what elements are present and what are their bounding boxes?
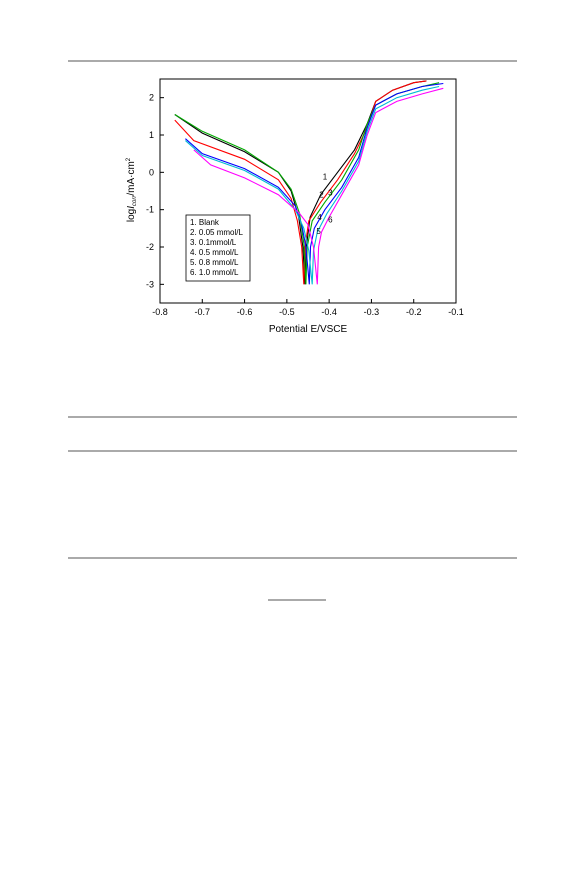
y-label-part: corr [132,195,138,206]
x-tick-label: -0.8 [152,307,168,317]
legend-entry: 1. Blank [190,218,220,227]
y-tick-label: 1 [149,130,154,140]
curve-label: 4 [317,213,322,222]
x-tick-label: -0.6 [237,307,253,317]
x-tick-label: -0.3 [364,307,380,317]
x-tick-label: -0.7 [195,307,211,317]
x-tick-label: -0.2 [406,307,422,317]
y-axis-label: logIcorr/mA·cm2 [126,157,138,222]
series-line [185,82,444,285]
y-label-part: 2 [126,157,132,161]
y-tick-label: -3 [146,279,154,289]
legend-entry: 3. 0.1mmol/L [190,238,237,247]
curve-label: 2 [319,190,324,199]
legend-entry: 2. 0.05 mmol/L [190,228,243,237]
y-label-part: log [126,209,137,222]
series-line [185,85,440,285]
y-label-part: /mA·cm [126,161,137,195]
y-tick-label: 0 [149,167,154,177]
y-tick-label: -2 [146,242,154,252]
legend-box [185,214,251,282]
curve-label: 5 [316,227,321,236]
curve-label: 3 [328,188,333,197]
legend-entry: 4. 0.5 mmol/L [190,248,239,257]
legend-entry: 5. 0.8 mmol/L [190,258,239,267]
plot-frame [159,78,457,304]
x-tick-label: -0.1 [448,307,464,317]
x-axis-label: Potential E/VSCE [269,324,348,335]
y-label-part: I [126,206,137,209]
series-line [193,87,444,285]
x-tick-label: -0.4 [321,307,337,317]
y-tick-label: 2 [149,93,154,103]
x-tick-label: -0.5 [279,307,295,317]
y-tick-label: -1 [146,205,154,215]
curve-label: 6 [328,216,333,225]
legend-entry: 6. 1.0 mmol/L [190,268,239,277]
series-line [174,80,427,285]
curve-label: 1 [323,172,328,181]
